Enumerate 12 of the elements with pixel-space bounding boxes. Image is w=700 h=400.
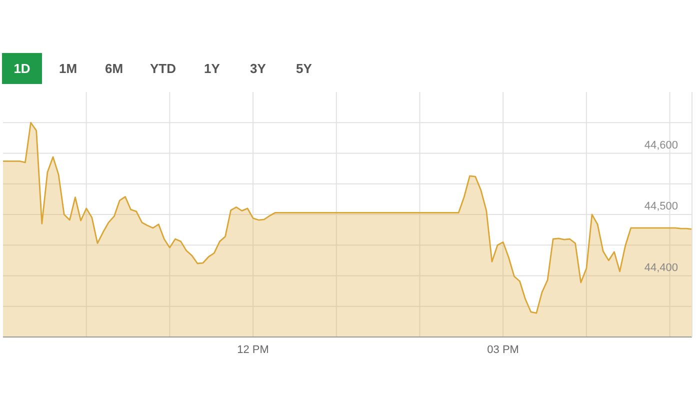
- range-button[interactable]: 1M: [48, 53, 88, 84]
- range-button[interactable]: 6M: [94, 53, 134, 84]
- y-tick-label: 44,500: [644, 200, 678, 212]
- range-button[interactable]: 1Y: [192, 53, 232, 84]
- x-tick-label: 03 PM: [487, 344, 519, 356]
- range-button[interactable]: YTD: [140, 53, 186, 84]
- y-tick-label: 44,600: [644, 139, 678, 152]
- x-tick-label: 12 PM: [237, 344, 269, 356]
- range-button[interactable]: 3Y: [238, 53, 278, 84]
- range-button[interactable]: 5Y: [284, 53, 324, 84]
- y-tick-label: 44,400: [644, 262, 678, 274]
- range-button[interactable]: 1D: [2, 53, 42, 84]
